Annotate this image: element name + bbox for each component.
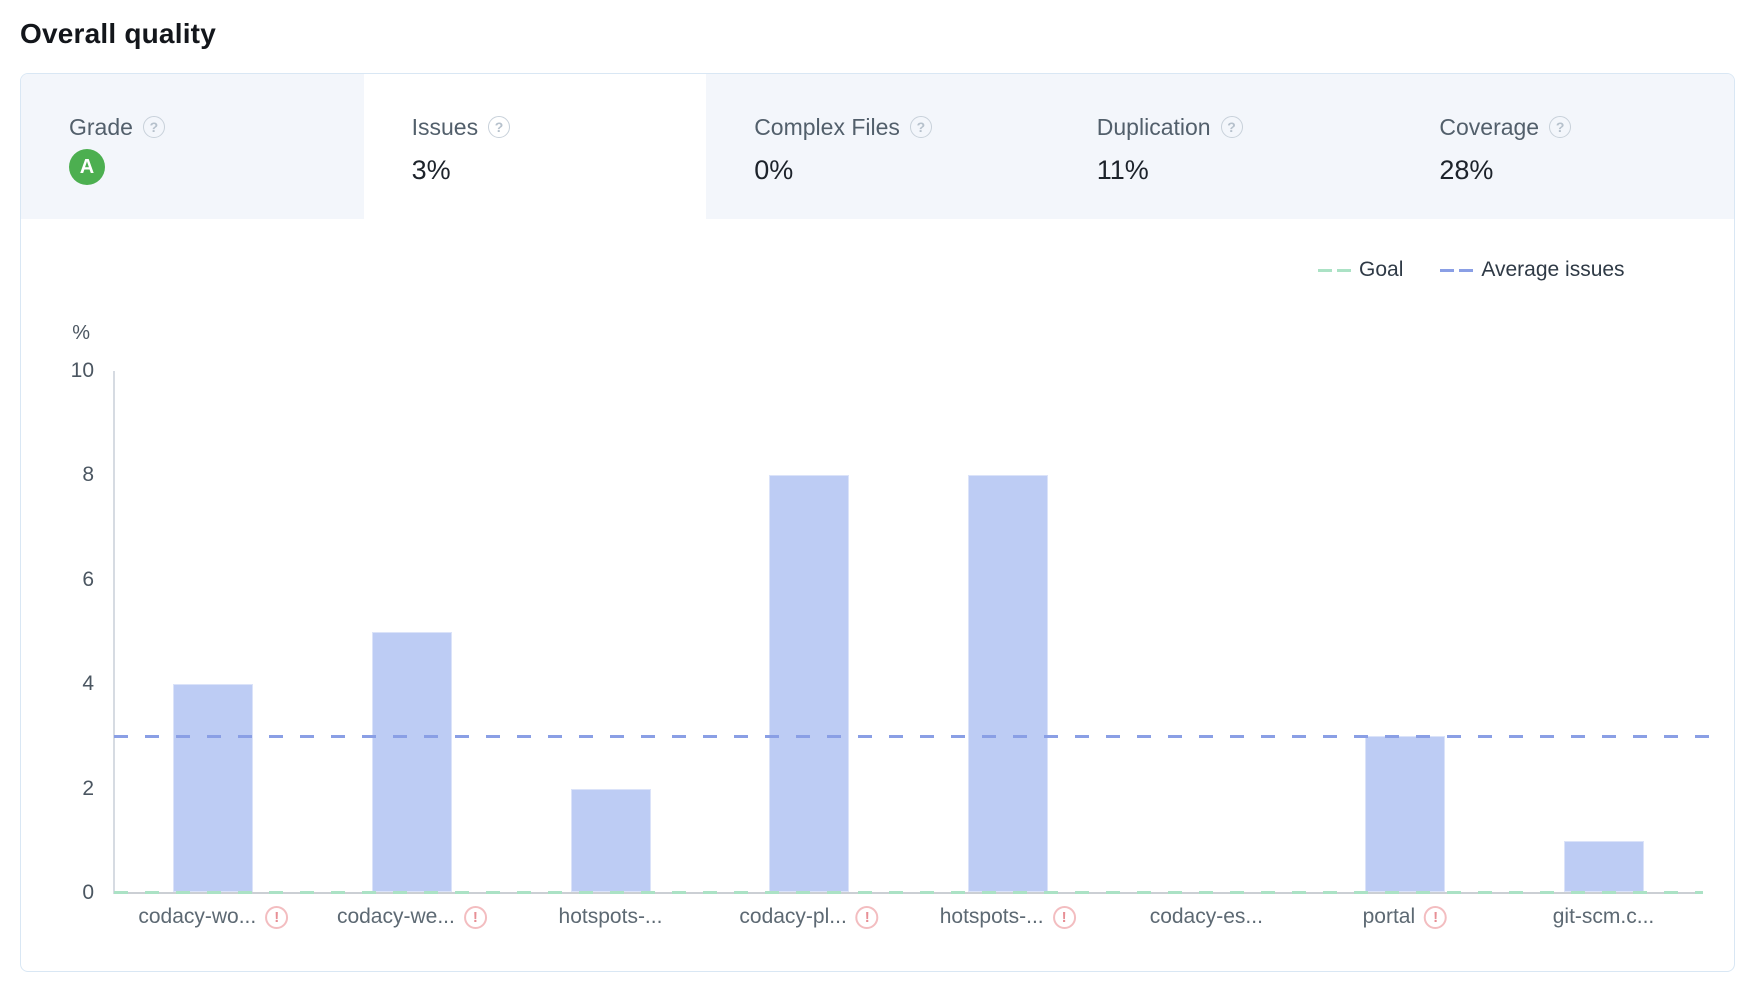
- warning-icon[interactable]: !: [265, 905, 289, 929]
- x-axis-label-group: portal!: [1363, 904, 1448, 930]
- goal-line: [114, 891, 1703, 894]
- legend-label: Average issues: [1481, 258, 1625, 281]
- y-axis-tick: 8: [82, 463, 94, 487]
- y-axis-line: [113, 371, 115, 894]
- tab-label: Issues: [411, 114, 479, 140]
- y-axis-unit-label: %: [72, 322, 90, 344]
- bar-hotspots-[interactable]: [967, 475, 1048, 892]
- x-axis-label-group: codacy-pl...!: [739, 904, 879, 930]
- x-axis-label[interactable]: portal: [1362, 905, 1416, 928]
- tab-value: 28%: [1439, 155, 1494, 185]
- help-icon[interactable]: ?: [909, 116, 932, 138]
- tab-value: 3%: [411, 155, 451, 185]
- y-axis-tick: 10: [70, 359, 94, 382]
- help-icon[interactable]: ?: [1549, 116, 1572, 138]
- chart-legend: Goal Average issues: [1318, 258, 1625, 282]
- warning-icon[interactable]: !: [1052, 905, 1076, 929]
- tab-complex-files[interactable]: Complex Files? 0%: [706, 74, 1049, 219]
- warning-icon[interactable]: !: [855, 905, 879, 929]
- legend-dash-icon: [1440, 268, 1474, 272]
- bar-git-scmc[interactable]: [1563, 840, 1644, 892]
- x-axis-label-group: hotspots-...!: [940, 904, 1076, 930]
- x-axis-label-group: codacy-wo...!: [138, 904, 289, 930]
- help-icon[interactable]: ?: [488, 116, 511, 138]
- y-axis-tick: 0: [82, 881, 94, 904]
- help-icon[interactable]: ?: [142, 116, 165, 138]
- tab-duplication[interactable]: Duplication? 11%: [1048, 74, 1392, 219]
- x-axis-label-group: git-scm.c...: [1553, 904, 1655, 930]
- overall-quality-card: [20, 73, 1735, 972]
- tab-value: 11%: [1096, 155, 1149, 185]
- warning-icon[interactable]: !: [463, 905, 487, 929]
- x-axis-label-group: codacy-es...: [1150, 904, 1263, 930]
- y-axis-tick: 6: [82, 567, 94, 591]
- x-axis-label[interactable]: codacy-we...: [336, 905, 455, 928]
- bar-codacy-we[interactable]: [371, 632, 452, 892]
- tab-grade[interactable]: Grade? A: [21, 74, 364, 219]
- x-axis-label[interactable]: git-scm.c...: [1552, 905, 1655, 928]
- tab-label: Complex Files: [754, 114, 900, 140]
- x-axis-label[interactable]: hotspots-...: [558, 905, 663, 928]
- x-axis-label[interactable]: codacy-es...: [1149, 905, 1263, 928]
- bar-codacy-pl[interactable]: [769, 475, 850, 892]
- x-axis-label[interactable]: codacy-pl...: [739, 905, 847, 928]
- x-axis-label[interactable]: codacy-wo...: [138, 905, 257, 928]
- bar-codacy-wo[interactable]: [173, 684, 254, 892]
- legend-item-average-issues[interactable]: Average issues: [1440, 258, 1625, 282]
- x-axis-label[interactable]: hotspots-...: [939, 905, 1044, 928]
- page-title: Overall quality: [20, 18, 216, 49]
- metric-tabs: Grade? A Issues? 3% Complex Files? 0% Duplicat…: [21, 74, 1734, 219]
- bar-hotspots-[interactable]: [570, 788, 651, 892]
- warning-icon[interactable]: !: [1424, 905, 1448, 929]
- tab-coverage[interactable]: Coverage? 28%: [1391, 74, 1734, 219]
- tab-value: 0%: [754, 155, 794, 185]
- bar-portal[interactable]: [1364, 736, 1445, 892]
- legend-dash-icon: [1318, 268, 1351, 272]
- tab-label: Grade: [69, 114, 133, 140]
- tab-label: Coverage: [1439, 114, 1540, 140]
- legend-label: Goal: [1359, 258, 1404, 281]
- y-axis-tick: 2: [82, 776, 94, 800]
- x-axis-label-group: codacy-we...!: [337, 904, 487, 930]
- average-issues-line: [114, 734, 1712, 738]
- help-icon[interactable]: ?: [1220, 116, 1243, 138]
- tab-label: Duplication: [1096, 114, 1211, 140]
- x-axis-label-group: hotspots-...: [559, 904, 663, 930]
- tab-issues[interactable]: Issues? 3%: [363, 74, 707, 219]
- legend-item-goal[interactable]: Goal: [1318, 258, 1403, 282]
- grade-badge: A: [69, 149, 105, 185]
- y-axis-tick: 4: [82, 672, 94, 696]
